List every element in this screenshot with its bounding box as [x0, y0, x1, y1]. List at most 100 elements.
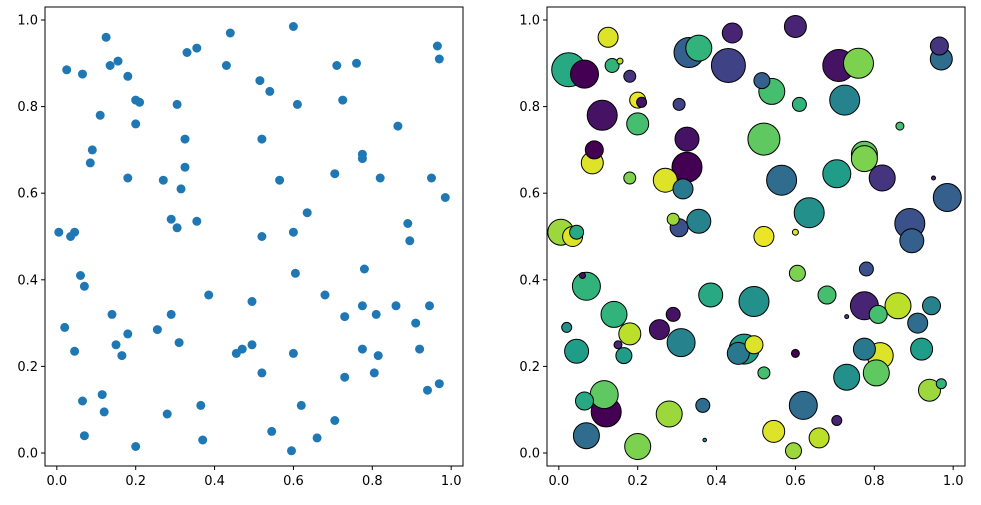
scatter-point-19	[180, 162, 190, 172]
bubble-point-29	[600, 300, 628, 328]
x-tick-label-0: 0.0	[46, 474, 67, 489]
scatter-point-60	[97, 390, 107, 400]
scatter-point-42	[432, 41, 442, 51]
y-axis: 0.0 0.2 0.4 0.6 0.8 1.0	[17, 13, 45, 462]
bubble-point-18	[571, 271, 601, 301]
scatter-point-81	[312, 433, 322, 443]
scatter-point-91	[330, 416, 340, 425]
scatter-point-4	[113, 56, 123, 66]
bubble-point-52	[918, 378, 941, 402]
bubble-point-7	[766, 164, 798, 196]
bubble-point-19	[589, 380, 619, 410]
scatter-point-70	[204, 290, 214, 300]
bubble-point-15	[570, 59, 599, 89]
scatter-point-0	[62, 65, 72, 75]
bubble-point-97	[702, 437, 707, 443]
bubble-point-61	[584, 140, 604, 160]
bubble-point-34	[862, 359, 890, 387]
bubble-point-54	[721, 22, 743, 44]
bubble-point-13	[738, 286, 770, 317]
scatter-point-16	[225, 28, 235, 38]
scatter-point-12	[123, 173, 133, 183]
scatter-point-73	[237, 344, 247, 354]
y-tick-label-1: 0.2	[519, 360, 540, 375]
bubble-point-20	[666, 328, 696, 358]
y-tick-label-1: 0.2	[17, 360, 38, 375]
scatter-point-95	[415, 344, 425, 354]
scatter-point-96	[423, 385, 432, 395]
scatter-point-14	[192, 43, 202, 53]
y-axis: 0.0 0.2 0.4 0.6 0.8 1.0	[519, 13, 547, 462]
bubble-point-21	[788, 390, 818, 420]
y-tick-label-5: 1.0	[519, 13, 540, 28]
bubble-point-90	[613, 340, 623, 350]
scatter-point-97	[434, 379, 444, 389]
bubble-point-80	[623, 69, 637, 83]
x-axis: 0.0 0.2 0.4 0.6 0.8 1.0	[548, 466, 964, 489]
bubble-point-10	[829, 84, 861, 116]
scatter-point-51	[76, 271, 85, 280]
x-tick-label-1: 0.2	[627, 474, 648, 489]
scatter-point-85	[340, 312, 350, 322]
x-tick-label-1: 0.2	[125, 474, 146, 489]
bubble-point-91	[790, 348, 800, 358]
bubble-point-53	[597, 26, 619, 48]
bubble-point-48	[726, 341, 750, 365]
x-tick-label-5: 1.0	[441, 474, 462, 489]
scatter-point-88	[371, 309, 381, 319]
scatter-point-59	[78, 396, 87, 406]
scatter-point-55	[107, 309, 117, 319]
scatter-point-38	[357, 154, 367, 164]
scatter-point-75	[257, 368, 267, 378]
scatter-point-20	[158, 175, 168, 185]
scatter-point-43	[434, 54, 444, 64]
bubble-point-92	[616, 57, 624, 65]
bubble-point-56	[753, 226, 775, 247]
scatter-point-52	[79, 281, 89, 291]
bubble-point-88	[935, 378, 947, 390]
scatter-point-65	[166, 309, 176, 319]
scatter-point-3	[105, 61, 115, 70]
scatter-point-13	[182, 48, 192, 57]
bubble-point-36	[884, 292, 912, 320]
bubble-point-32	[655, 400, 683, 428]
x-tick-label-3: 0.6	[785, 474, 806, 489]
bubble-point-23	[685, 34, 713, 62]
scatter-point-79	[296, 400, 306, 410]
scatter-point-76	[267, 426, 277, 436]
scatter-points	[54, 22, 450, 456]
bubble-point-72	[788, 264, 806, 282]
scatter-point-26	[255, 76, 265, 86]
bubble-point-30	[572, 422, 600, 450]
scatter-point-62	[79, 431, 89, 441]
x-axis: 0.0 0.2 0.4 0.6 0.8 1.0	[46, 466, 462, 489]
scatter-point-61	[99, 407, 109, 417]
scatter-point-57	[123, 329, 133, 339]
bubble-point-26	[850, 145, 878, 173]
scatter-point-29	[257, 134, 267, 144]
bubble-point-68	[922, 296, 941, 316]
bubble-point-77	[665, 306, 681, 322]
scatter-point-89	[369, 368, 379, 378]
bubble-point-1	[710, 48, 746, 83]
scatter-point-5	[123, 71, 133, 81]
scatter-point-24	[192, 216, 202, 226]
bubble-point-79	[858, 261, 874, 277]
x-tick-label-4: 0.8	[362, 474, 383, 489]
bubble-point-40	[899, 228, 925, 254]
scatter-point-1	[78, 69, 87, 79]
bubble-point-85	[636, 96, 648, 108]
bubble-point-39	[686, 208, 712, 234]
bubble-point-42	[698, 282, 724, 308]
bubble-point-9	[843, 47, 874, 79]
scatter-point-32	[288, 227, 298, 237]
bubble-point-76	[569, 224, 585, 240]
bubble-point-89	[895, 121, 905, 131]
scatter-point-10	[87, 145, 97, 155]
scatter-point-36	[338, 95, 348, 105]
x-tick-label-2: 0.4	[706, 474, 727, 489]
bubble-point-82	[672, 97, 686, 111]
scatter-point-84	[357, 301, 367, 311]
bubble-point-8	[793, 197, 825, 229]
